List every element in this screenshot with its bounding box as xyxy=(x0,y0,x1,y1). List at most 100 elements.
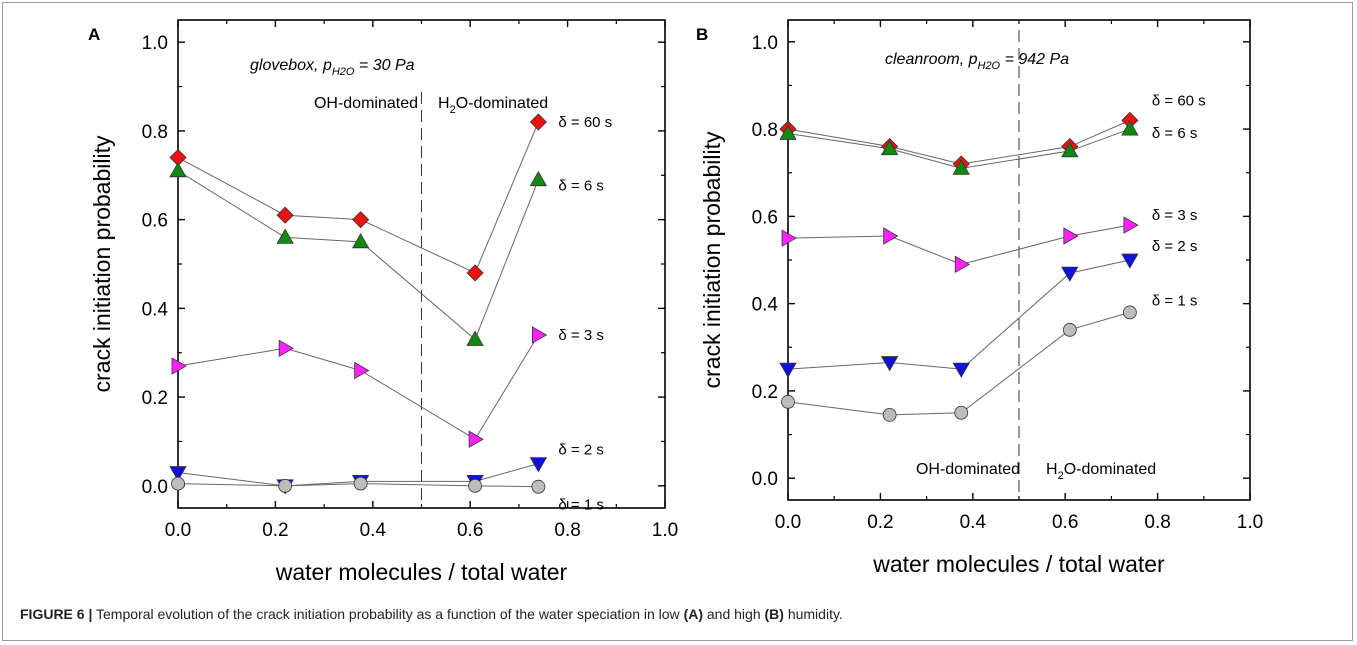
y-tick-label: 0.0 xyxy=(752,469,778,490)
data-point xyxy=(781,394,795,409)
y-tick-label: 0.6 xyxy=(752,207,778,228)
data-point xyxy=(529,113,547,131)
caption-panel-b-ref: (B) xyxy=(764,606,784,622)
data-point xyxy=(468,478,482,493)
series-line xyxy=(177,170,539,341)
data-point xyxy=(781,229,797,247)
y-tick-label: 0.2 xyxy=(752,382,778,403)
x-tick-label: 0.6 xyxy=(1052,512,1078,533)
caption-text-2: and high xyxy=(703,606,765,622)
x-tick-label: 0.4 xyxy=(360,520,387,541)
data-point xyxy=(1122,305,1137,320)
x-tick-label: 0.0 xyxy=(775,512,801,533)
series-label: δ = 2 s xyxy=(1152,238,1197,255)
y-axis-title: crack initiation probability xyxy=(699,131,725,388)
chart-panel-a: A 0.0 0.2 0.4 0.6 0.8 1.0 0.0 0.2 0.4 0.6 0.8 1.0 wat… xyxy=(88,19,678,585)
series-line xyxy=(787,259,1130,370)
series-label: δ = 1 s xyxy=(1152,292,1197,309)
series-label: δ = 6 s xyxy=(558,178,603,195)
data-point xyxy=(276,228,294,244)
data-point xyxy=(468,430,484,448)
series-label: δ = 3 s xyxy=(1152,207,1197,224)
x-tick-label: 0.4 xyxy=(960,512,987,533)
data-point xyxy=(1121,120,1139,136)
panel-label: A xyxy=(88,25,100,44)
caption-text-1: Temporal evolution of the crack initiati… xyxy=(92,606,684,622)
region-label-h2o: H2O-dominated xyxy=(1046,461,1156,482)
condition-annotation: glovebox, pH2O = 30 Pa xyxy=(250,57,415,78)
caption-panel-a-ref: (A) xyxy=(683,606,703,622)
data-point xyxy=(278,478,293,493)
region-label-oh: OH-dominated xyxy=(314,95,418,112)
data-point xyxy=(779,124,797,140)
data-point xyxy=(779,362,797,378)
data-point xyxy=(880,356,899,372)
data-point xyxy=(529,457,548,473)
x-tick-label: 0.2 xyxy=(262,520,288,541)
y-tick-label: 0.8 xyxy=(752,120,778,141)
data-point xyxy=(354,361,370,380)
y-tick-label: 0.8 xyxy=(142,122,168,143)
data-point xyxy=(531,326,548,344)
data-point xyxy=(529,170,548,187)
y-tick-label: 1.0 xyxy=(752,33,778,54)
caption-text-3: humidity. xyxy=(783,606,843,622)
x-axis-title: water molecules / total water xyxy=(872,551,1165,577)
series-line xyxy=(177,334,539,440)
data-point xyxy=(1062,322,1077,337)
data-point xyxy=(1061,266,1079,282)
data-point xyxy=(352,211,370,229)
series-label: δ = 60 s xyxy=(1152,92,1206,109)
x-tick-label: 0.8 xyxy=(554,520,580,541)
series-label: δ = 1 s xyxy=(558,497,603,514)
data-point xyxy=(171,476,185,491)
series-line xyxy=(177,121,539,274)
data-point xyxy=(531,479,546,494)
caption-lead: FIGURE 6 | xyxy=(20,606,93,622)
x-tick-label: 1.0 xyxy=(1237,512,1263,533)
y-axis-title: crack initiation probability xyxy=(89,135,115,392)
series-label: δ = 3 s xyxy=(558,327,603,344)
x-axis-title: water molecules / total water xyxy=(275,559,568,585)
data-point xyxy=(952,159,970,175)
y-tick-label: 0.2 xyxy=(142,388,168,409)
series-line xyxy=(787,119,1131,165)
data-point xyxy=(1123,216,1139,234)
x-tick-label: 0.6 xyxy=(457,520,483,541)
figure-caption: FIGURE 6 | Temporal evolution of the cra… xyxy=(20,606,843,622)
y-tick-label: 0.0 xyxy=(142,477,168,498)
series-label: δ = 6 s xyxy=(1152,125,1197,142)
data-point xyxy=(169,466,187,482)
data-point xyxy=(278,339,294,357)
data-point xyxy=(276,206,294,224)
data-point xyxy=(169,162,187,178)
region-label-h2o: H2O-dominated xyxy=(438,95,548,116)
data-point xyxy=(353,476,368,491)
data-point xyxy=(954,255,971,274)
condition-annotation: cleanroom, pH2O = 942 Pa xyxy=(885,51,1069,72)
series-label: δ = 2 s xyxy=(558,442,603,459)
data-point xyxy=(880,139,899,156)
region-label-oh: OH-dominated xyxy=(916,461,1020,478)
data-point xyxy=(351,233,370,249)
y-tick-label: 1.0 xyxy=(142,33,168,54)
chart-panel-b: B 0.0 0.2 0.4 0.6 0.8 1.0 0.0 0.2 0.4 0.6 0.8 1.0 wat… xyxy=(696,19,1263,577)
data-point xyxy=(466,330,484,346)
x-tick-label: 0.0 xyxy=(165,520,191,541)
data-point xyxy=(1063,227,1079,245)
data-point xyxy=(883,227,899,245)
series-label: δ = 60 s xyxy=(558,114,612,131)
y-tick-label: 0.6 xyxy=(142,211,168,232)
data-point xyxy=(952,362,970,378)
data-point xyxy=(882,408,897,422)
data-point xyxy=(171,357,187,375)
data-point xyxy=(1121,253,1139,269)
x-tick-label: 1.0 xyxy=(652,520,678,541)
data-point xyxy=(1061,142,1079,158)
y-tick-label: 0.4 xyxy=(752,295,779,316)
y-tick-label: 0.4 xyxy=(142,299,169,320)
x-tick-label: 0.8 xyxy=(1144,512,1170,533)
data-point xyxy=(954,405,969,420)
panel-label: B xyxy=(696,25,708,44)
